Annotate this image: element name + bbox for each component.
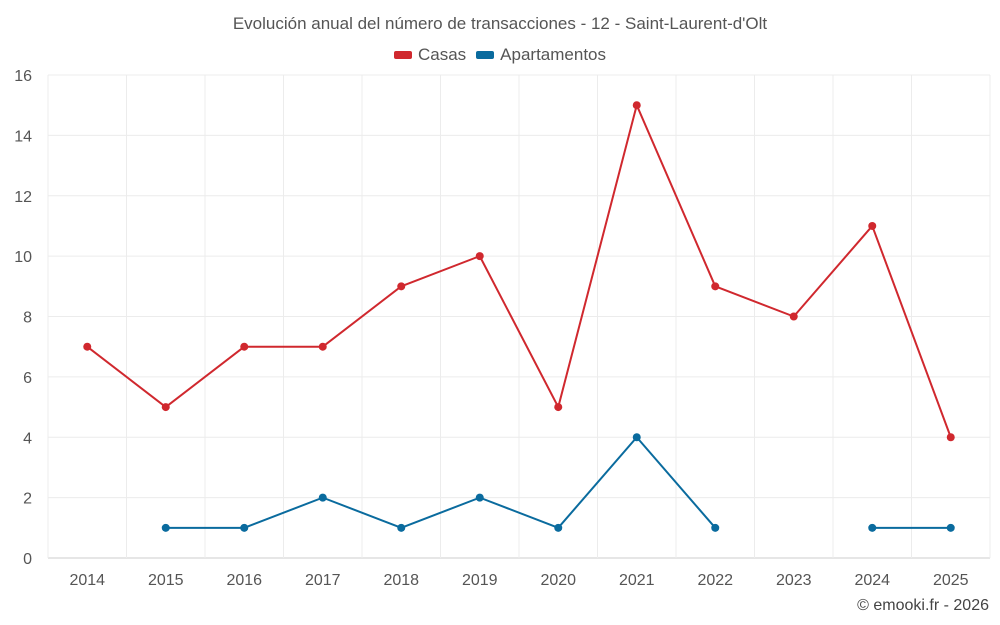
data-point-apartamentos <box>632 433 641 442</box>
data-point-casas <box>83 342 92 351</box>
data-point-casas <box>161 403 170 412</box>
y-tick-label: 12 <box>14 189 32 206</box>
data-point-apartamentos <box>946 523 955 532</box>
x-tick-label: 2014 <box>69 572 105 589</box>
data-point-casas <box>632 101 641 110</box>
chart-title: Evolución anual del número de transaccio… <box>232 14 768 33</box>
y-tick-label: 6 <box>23 370 32 387</box>
data-point-apartamentos <box>397 523 406 532</box>
data-point-apartamentos <box>475 493 484 502</box>
data-point-casas <box>711 282 720 291</box>
legend-label-casas: Casas <box>417 45 467 64</box>
x-tick-label: 2024 <box>854 572 890 589</box>
x-tick-label: 2022 <box>697 572 733 589</box>
legend-label-apartamentos: Apartamentos <box>500 45 607 64</box>
data-point-apartamentos <box>318 493 327 502</box>
x-tick-label: 2019 <box>462 572 498 589</box>
x-tick-label: 2015 <box>148 572 184 589</box>
data-point-casas <box>554 403 563 412</box>
data-point-casas <box>789 312 798 321</box>
data-point-apartamentos <box>868 523 877 532</box>
legend-swatch-casas <box>393 51 412 59</box>
data-point-casas <box>397 282 406 291</box>
legend-item-apartamentos[interactable]: Apartamentos <box>476 45 606 65</box>
y-tick-label: 10 <box>14 249 32 266</box>
data-point-apartamentos <box>711 523 720 532</box>
y-tick-label: 8 <box>23 310 32 327</box>
data-point-casas <box>475 252 484 261</box>
series-line-apartamentos <box>165 436 717 529</box>
data-point-casas <box>946 433 955 442</box>
data-point-apartamentos <box>161 523 170 532</box>
data-point-casas <box>240 342 249 351</box>
x-tick-label: 2018 <box>383 572 419 589</box>
y-tick-label: 14 <box>14 128 32 145</box>
data-point-casas <box>318 342 327 351</box>
legend-item-casas[interactable]: Casas <box>393 45 467 65</box>
x-tick-label: 2016 <box>226 572 262 589</box>
data-point-apartamentos <box>554 523 563 532</box>
y-tick-label: 4 <box>23 430 32 447</box>
chart-legend: Casas Apartamentos <box>0 45 1000 65</box>
x-tick-label: 2021 <box>619 572 655 589</box>
y-tick-label: 0 <box>23 551 32 568</box>
x-tick-label: 2023 <box>776 572 812 589</box>
series-line-casas <box>86 104 952 438</box>
y-tick-label: 2 <box>23 491 32 508</box>
legend-swatch-apartamentos <box>476 51 495 59</box>
data-point-apartamentos <box>240 523 249 532</box>
x-tick-label: 2020 <box>540 572 576 589</box>
x-tick-label: 2025 <box>933 572 969 589</box>
data-point-casas <box>868 221 877 230</box>
y-tick-label: 16 <box>14 68 32 85</box>
copyright-credit: © emooki.fr - 2026 <box>857 597 989 614</box>
x-tick-label: 2017 <box>305 572 341 589</box>
